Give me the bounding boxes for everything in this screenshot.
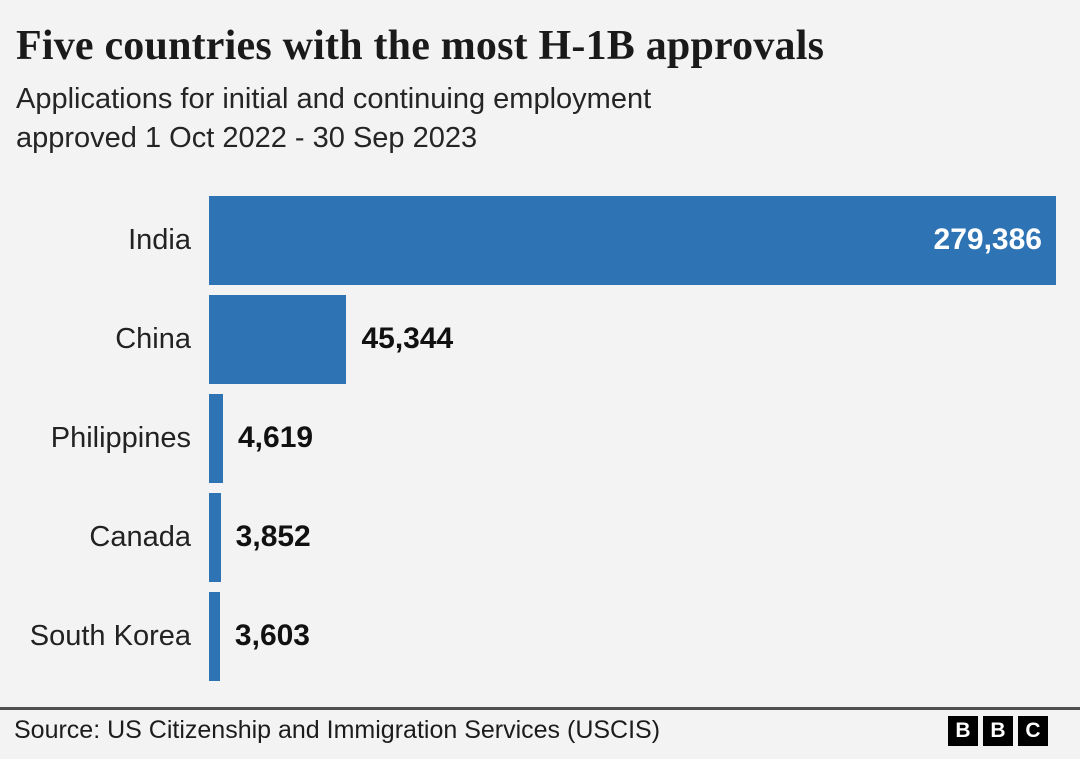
chart-subtitle: Applications for initial and continuing … — [16, 80, 1060, 157]
bbc-logo-letter: B — [983, 715, 1013, 746]
value-label-outside: 4,619 — [238, 421, 314, 455]
chart-footer: Source: US Citizenship and Immigration S… — [0, 710, 1080, 752]
bar — [209, 294, 347, 384]
footer-divider — [0, 706, 1080, 710]
source-attribution: Source: US Citizenship and Immigration S… — [14, 716, 661, 745]
category-label: Canada — [89, 520, 191, 553]
chart-title: Five countries with the most H-1B approv… — [16, 23, 825, 69]
bbc-logo: B B C — [948, 715, 1048, 746]
bar — [209, 591, 220, 681]
bar-track: 279,386 — [209, 191, 1056, 290]
chart-header: Five countries with the most H-1B approv… — [0, 0, 1080, 157]
category-label: South Korea — [29, 619, 191, 652]
chart-row: China 45,344 — [0, 290, 1080, 389]
category-label: China — [115, 322, 191, 355]
chart-row: Canada 3,852 — [0, 488, 1080, 587]
category-label: India — [128, 223, 191, 256]
category-label: Philippines — [50, 421, 191, 454]
value-label-inside: 279,386 — [933, 223, 1042, 257]
value-label-outside: 3,603 — [234, 619, 310, 653]
chart-subtitle-line-2: approved 1 Oct 2022 - 30 Sep 2023 — [16, 121, 478, 154]
bar-track: 3,603 — [209, 587, 1056, 686]
bar-chart: India 279,386 China 45,344 Philippines — [0, 191, 1080, 686]
chart-subtitle-line-1: Applications for initial and continuing … — [16, 83, 652, 116]
bar — [209, 393, 223, 483]
value-label-outside: 45,344 — [361, 322, 454, 356]
chart-row: South Korea 3,603 — [0, 587, 1080, 686]
bar-track: 3,852 — [209, 488, 1056, 587]
chart-row: Philippines 4,619 — [0, 389, 1080, 488]
bar: 279,386 — [209, 195, 1056, 285]
bar-track: 4,619 — [209, 389, 1056, 488]
bar — [209, 492, 221, 582]
bar-track: 45,344 — [209, 290, 1056, 389]
bbc-logo-letter: C — [1018, 715, 1048, 746]
value-label-outside: 3,852 — [235, 520, 311, 554]
chart-row: India 279,386 — [0, 191, 1080, 290]
bbc-logo-letter: B — [948, 715, 978, 746]
